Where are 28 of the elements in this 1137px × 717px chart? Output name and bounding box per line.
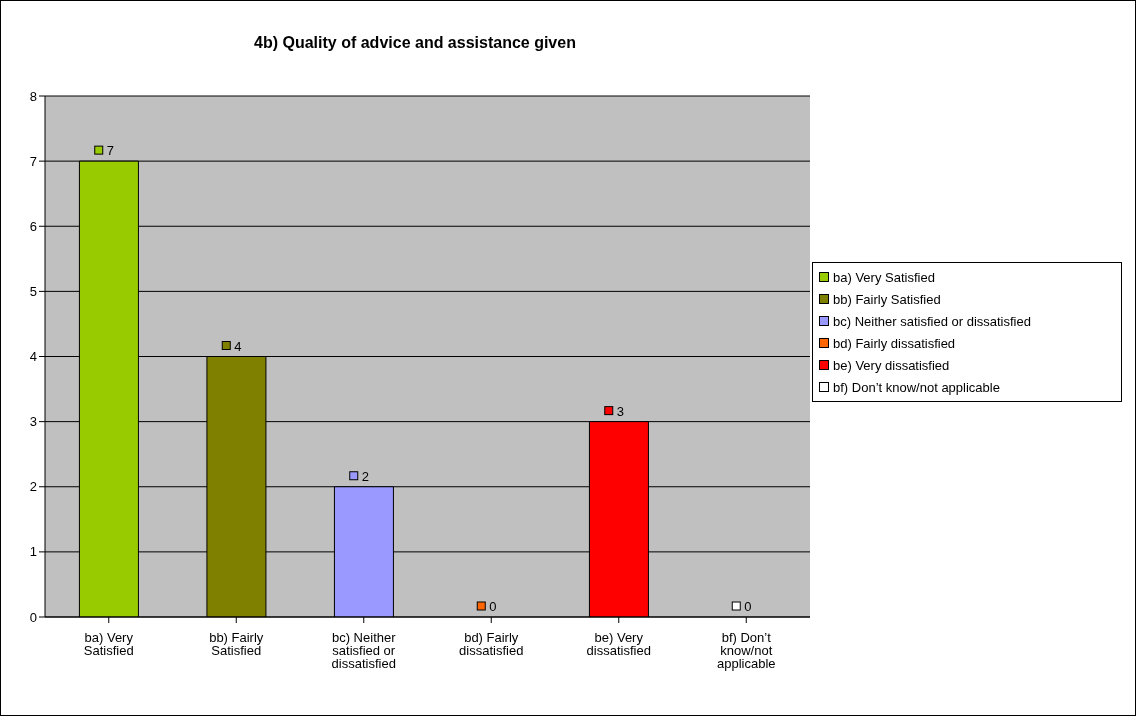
data-label: 7 [106, 143, 114, 159]
x-tick-label: bd) Fairly dissatisfied [459, 630, 524, 659]
data-label: 2 [361, 468, 369, 484]
x-tick-label: ba) Very Satisfied [83, 630, 134, 659]
x-tick-label: bf) Don’t know/not applicable [716, 630, 776, 672]
chart-title: 4b) Quality of advice and assistance given [253, 34, 577, 52]
y-tick-label: 3 [29, 414, 37, 430]
legend-label: be) Very dissatisfied [833, 357, 950, 373]
legend-label: ba) Very Satisfied [833, 269, 935, 285]
data-label: 4 [234, 338, 242, 354]
y-tick-label: 1 [29, 544, 37, 560]
y-tick-label: 6 [29, 218, 37, 234]
legend-label: bd) Fairly dissatisfied [833, 335, 956, 351]
y-tick-label: 0 [29, 609, 37, 625]
legend-label: bb) Fairly Satisfied [833, 291, 941, 307]
y-tick-label: 2 [29, 479, 37, 495]
data-label: 0 [744, 599, 752, 614]
y-tick-label: 7 [29, 153, 37, 169]
data-label: 0 [489, 599, 497, 614]
data-label: 3 [616, 403, 624, 419]
y-tick-label: 8 [29, 88, 37, 104]
legend-label: bf) Don’t know/not applicable [833, 379, 1000, 395]
x-tick-label: bc) Neither satisfied or dissatisfied [331, 630, 397, 672]
y-tick-label: 5 [29, 283, 37, 299]
legend-label: bc) Neither satisfied or dissatisfied [833, 313, 1031, 329]
x-tick-label: bb) Fairly Satisfied [209, 630, 264, 659]
y-tick-label: 4 [29, 349, 37, 365]
x-tick-label: be) Very dissatisfied [586, 630, 651, 659]
